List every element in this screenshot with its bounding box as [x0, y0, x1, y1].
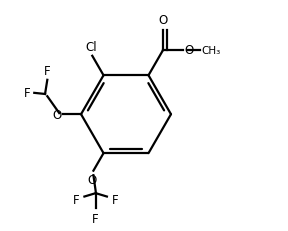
- Text: CH₃: CH₃: [201, 46, 220, 56]
- Text: O: O: [185, 44, 194, 57]
- Text: O: O: [88, 174, 97, 187]
- Text: F: F: [73, 194, 80, 207]
- Text: F: F: [92, 212, 99, 225]
- Text: O: O: [52, 108, 61, 121]
- Text: Cl: Cl: [85, 41, 97, 54]
- Text: F: F: [111, 194, 118, 207]
- Text: F: F: [24, 87, 31, 100]
- Text: F: F: [44, 65, 51, 78]
- Text: O: O: [158, 14, 168, 27]
